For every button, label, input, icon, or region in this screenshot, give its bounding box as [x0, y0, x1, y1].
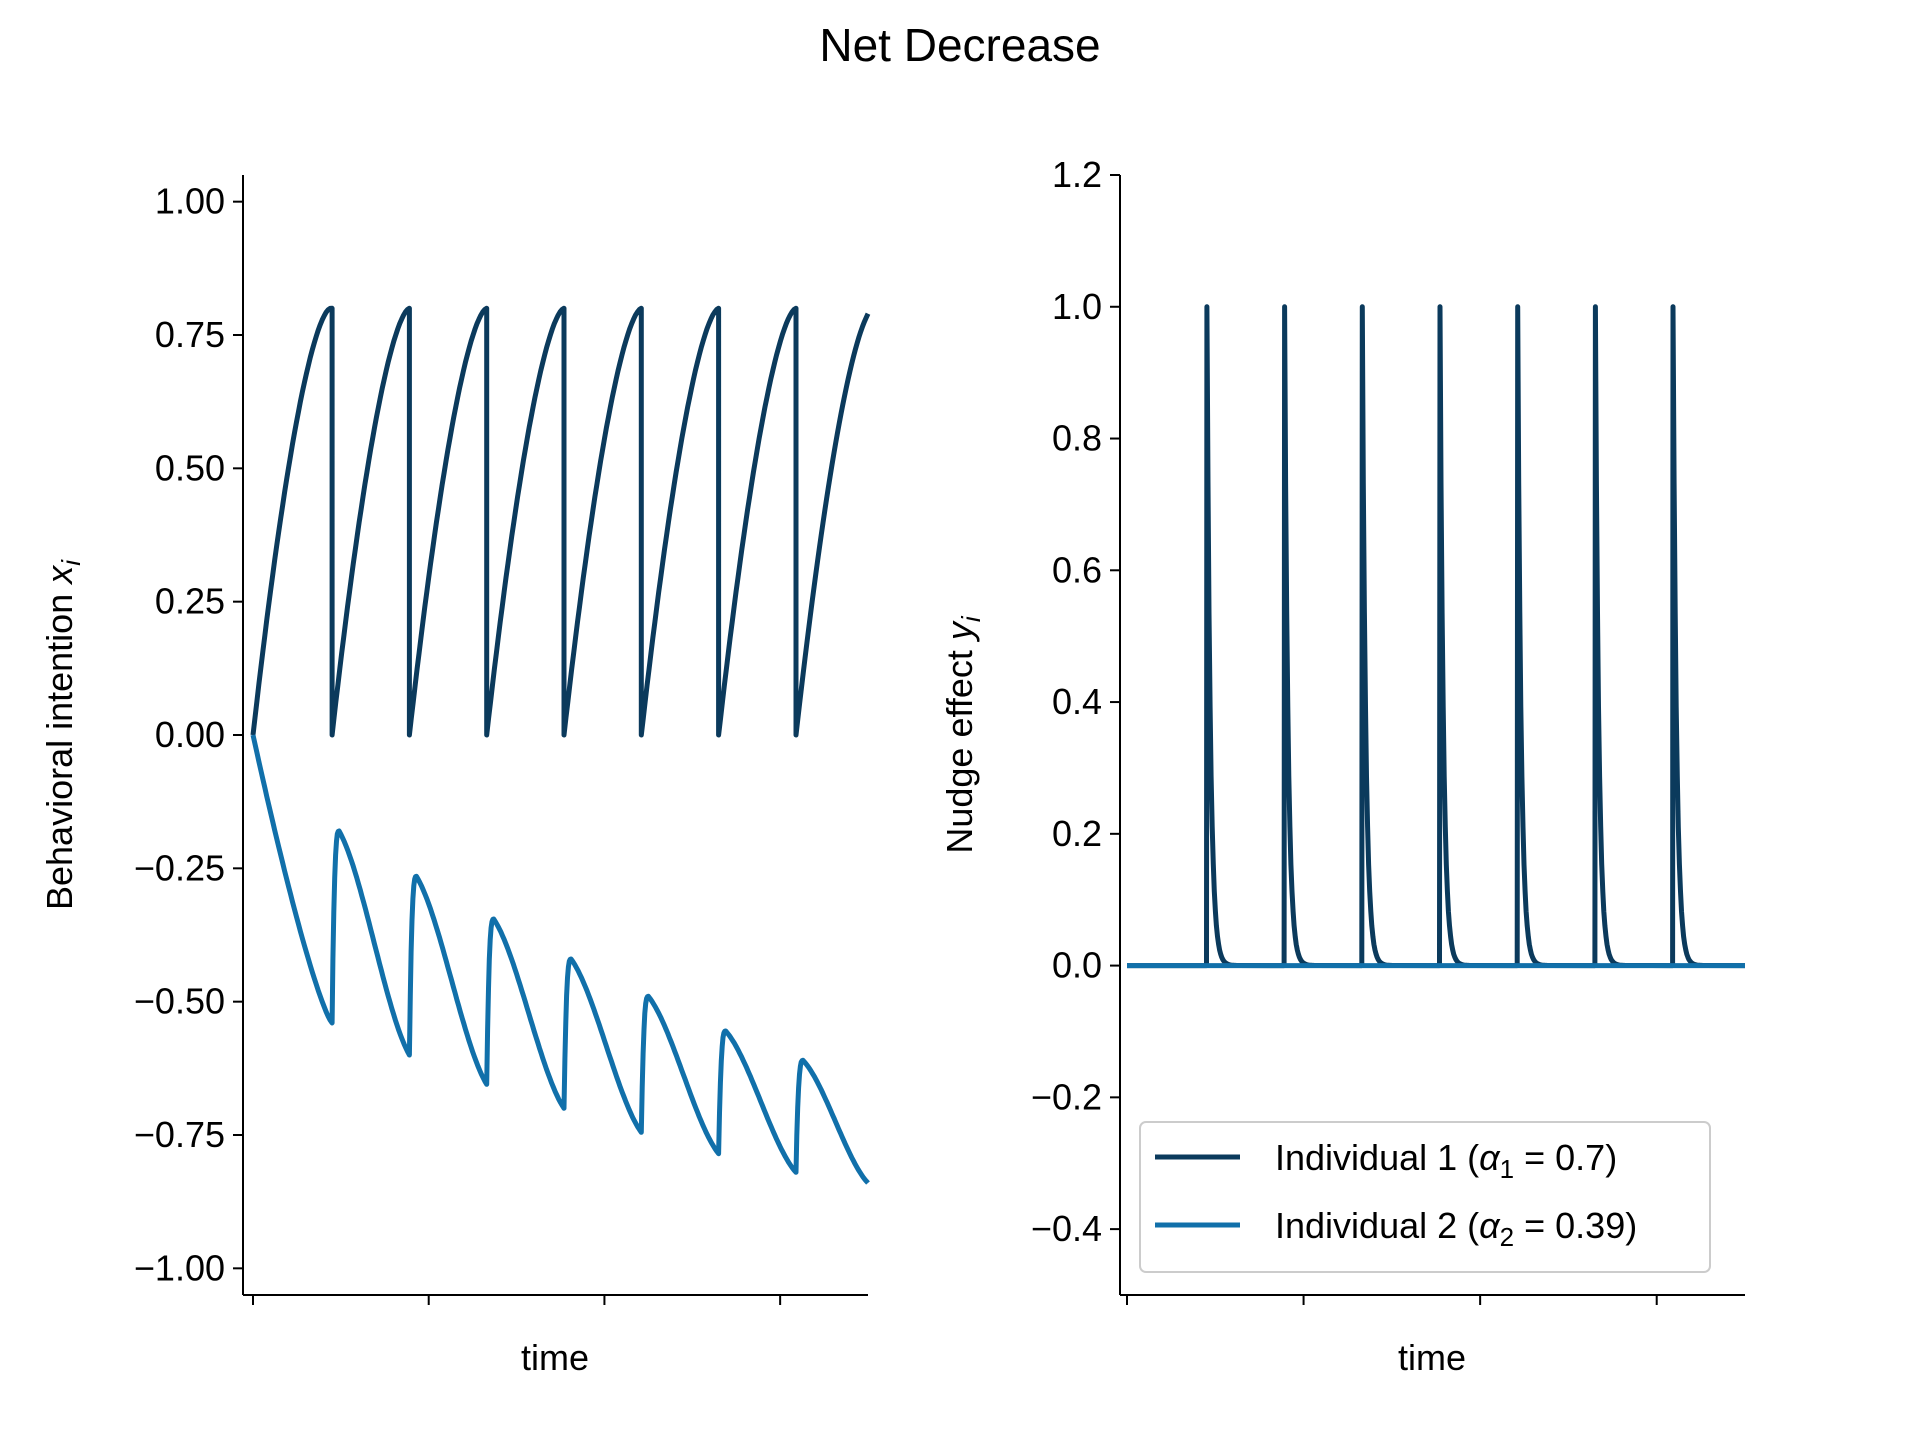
right-y-tick-label: 0.4 — [1052, 681, 1102, 722]
figure-title: Net Decrease — [819, 19, 1101, 71]
left-x-axis-label: time — [521, 1337, 589, 1378]
left-y-tick-label: 0.00 — [155, 714, 225, 755]
legend-label-individual-1: Individual 1 (α1 = 0.7) — [1275, 1137, 1617, 1184]
right-y-ticks: 1.2 1.0 0.8 0.6 0.4 0.2 0.0 −0.2 −0.4 — [1031, 154, 1120, 1249]
right-series-individual-1-line — [1127, 304, 1746, 969]
left-series-group — [250, 305, 871, 1185]
left-y-tick-label: 1.00 — [155, 181, 225, 222]
left-series-individual-1-line — [250, 305, 871, 738]
right-x-ticks — [1126, 1295, 1658, 1305]
left-y-tick-label: −0.75 — [134, 1114, 225, 1155]
left-y-tick-label: 0.50 — [155, 447, 225, 488]
left-x-ticks — [252, 1295, 782, 1305]
left-series-individual-2-line — [250, 734, 870, 1185]
left-panel-behavioral-intention: 1.00 0.75 0.50 0.25 0.00 −0.25 −0.50 −0.75 −1.00… — [39, 175, 871, 1378]
right-y-tick-label: 1.2 — [1052, 154, 1102, 195]
left-y-tick-label: −0.50 — [134, 981, 225, 1022]
left-y-tick-label: 0.75 — [155, 314, 225, 355]
right-y-tick-label: 1.0 — [1052, 286, 1102, 327]
right-y-tick-label: 0.0 — [1052, 945, 1102, 986]
left-y-ticks: 1.00 0.75 0.50 0.25 0.00 −0.25 −0.50 −0.75 −1.00 — [134, 181, 243, 1288]
right-x-axis-label: time — [1398, 1337, 1466, 1378]
left-y-axis-label: Behavioral intention xi — [39, 559, 86, 910]
legend: Individual 1 (α1 = 0.7) Individual 2 (α2… — [1139, 1121, 1711, 1273]
right-y-tick-label: −0.4 — [1031, 1208, 1102, 1249]
left-y-tick-label: −1.00 — [134, 1247, 225, 1288]
right-series-group — [1127, 304, 1746, 969]
right-y-tick-label: 0.6 — [1052, 549, 1102, 590]
right-y-tick-label: 0.8 — [1052, 418, 1102, 459]
left-y-tick-label: −0.25 — [134, 847, 225, 888]
left-y-tick-label: 0.25 — [155, 581, 225, 622]
legend-frame — [1139, 1121, 1711, 1273]
right-y-axis-label: Nudge effect yi — [939, 615, 986, 854]
right-y-tick-label: 0.2 — [1052, 813, 1102, 854]
right-y-tick-label: −0.2 — [1031, 1076, 1102, 1117]
right-panel-nudge-effect: 1.2 1.0 0.8 0.6 0.4 0.2 0.0 −0.2 −0.4 time Nudge… — [939, 154, 1746, 1378]
legend-label-individual-2: Individual 2 (α2 = 0.39) — [1275, 1205, 1637, 1252]
